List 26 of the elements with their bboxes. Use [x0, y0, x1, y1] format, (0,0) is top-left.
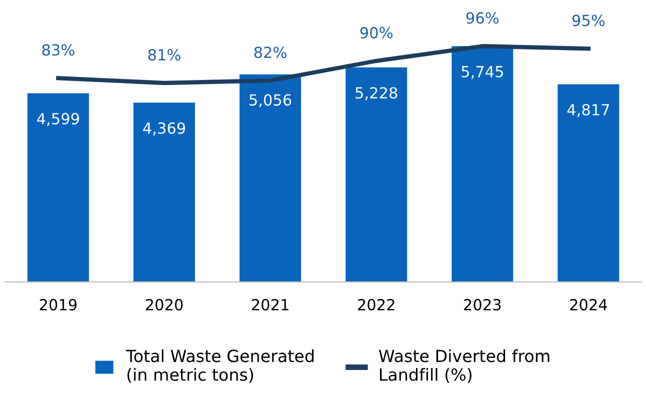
x-tick-label: 2024: [570, 298, 608, 310]
x-tick-label: 2019: [40, 298, 77, 310]
x-tick-label: 2021: [252, 298, 288, 310]
data-label: 83%: [42, 44, 74, 56]
data-label: 90%: [360, 26, 392, 38]
data-label: 4,817: [567, 104, 610, 118]
data-label: 95%: [572, 14, 605, 26]
data-label: 82%: [254, 46, 286, 58]
bar: [133, 102, 195, 282]
data-label: 81%: [148, 49, 180, 61]
data-label: 5,745: [462, 66, 503, 79]
bar: [27, 93, 89, 282]
bar: [346, 67, 408, 282]
x-tick-label: 2022: [358, 298, 394, 310]
data-label: 4,369: [143, 122, 186, 136]
data-label: 96%: [466, 12, 499, 24]
bar: [240, 74, 302, 282]
x-tick-label: 2023: [464, 298, 501, 310]
legend-label: Waste Diverted from Landfill (%): [378, 349, 550, 383]
legend-label: Total Waste Generated (in metric tons): [126, 349, 314, 383]
data-label: 5,056: [250, 94, 292, 108]
x-tick-label: 2020: [146, 298, 183, 310]
bar: [452, 46, 514, 282]
data-label: 5,228: [356, 87, 398, 100]
bar: [558, 84, 620, 282]
data-label: 4,599: [37, 112, 79, 126]
